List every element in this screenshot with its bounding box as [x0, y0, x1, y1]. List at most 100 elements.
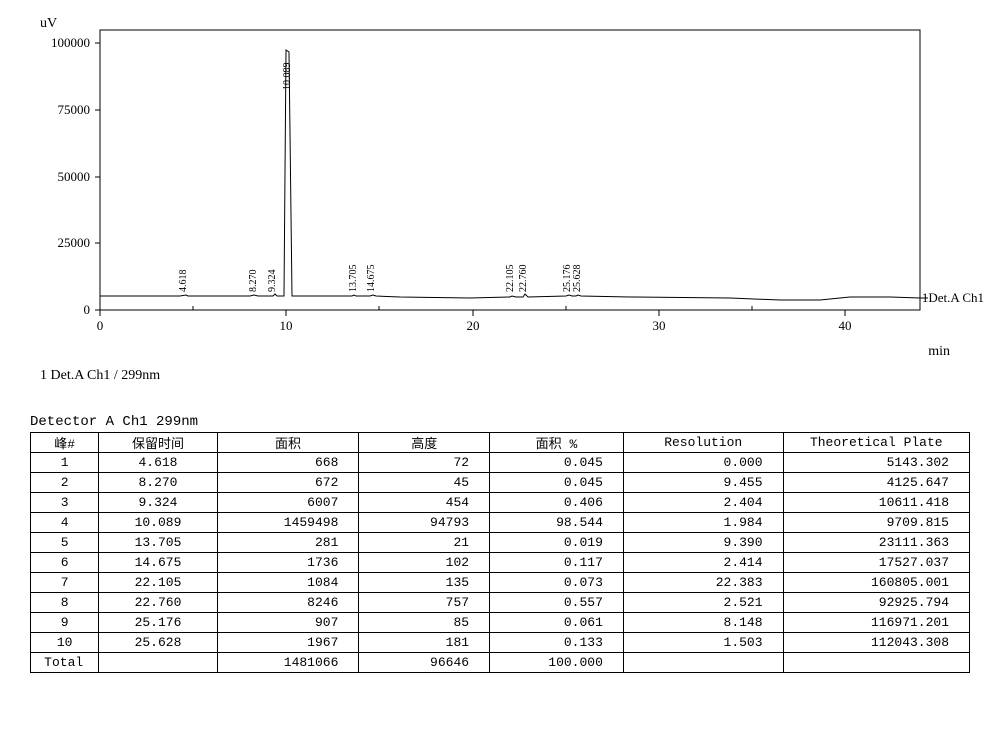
- cell: 1: [31, 453, 99, 473]
- cell: 2.521: [623, 593, 783, 613]
- cell: 2.404: [623, 493, 783, 513]
- col-height: 高度: [359, 433, 490, 453]
- cell: 25.176: [99, 613, 217, 633]
- table-row: 410.08914594989479398.5441.9849709.815: [31, 513, 970, 533]
- svg-text:25000: 25000: [58, 235, 91, 250]
- cell: 45: [359, 473, 490, 493]
- cell: 22.105: [99, 573, 217, 593]
- svg-text:0: 0: [84, 302, 91, 317]
- col-area: 面积: [217, 433, 359, 453]
- cell: 5: [31, 533, 99, 553]
- cell: 7: [31, 573, 99, 593]
- svg-text:50000: 50000: [58, 169, 91, 184]
- chromatogram-panel: uV 0 25000 50000 75000 100000 0: [30, 20, 980, 340]
- table-row: 925.176907850.0618.148116971.201: [31, 613, 970, 633]
- cell: 0.133: [490, 633, 624, 653]
- svg-text:0: 0: [97, 318, 104, 333]
- y-ticks: 0 25000 50000 75000 100000: [51, 35, 100, 317]
- cell: 102: [359, 553, 490, 573]
- svg-text:8.270: 8.270: [248, 270, 259, 293]
- cell: 112043.308: [783, 633, 969, 653]
- svg-text:10.089: 10.089: [282, 63, 293, 91]
- cell: 0.073: [490, 573, 624, 593]
- cell: 1967: [217, 633, 359, 653]
- cell: 13.705: [99, 533, 217, 553]
- cell: 9709.815: [783, 513, 969, 533]
- cell: 1.503: [623, 633, 783, 653]
- cell: 135: [359, 573, 490, 593]
- cell: 116971.201: [783, 613, 969, 633]
- cell: 85: [359, 613, 490, 633]
- svg-text:13.705: 13.705: [348, 265, 359, 293]
- col-rt: 保留时间: [99, 433, 217, 453]
- col-resolution: Resolution: [623, 433, 783, 453]
- cell: 22.383: [623, 573, 783, 593]
- cell: 281: [217, 533, 359, 553]
- cell: [99, 653, 217, 673]
- cell: 1084: [217, 573, 359, 593]
- cell: 10: [31, 633, 99, 653]
- cell: 9: [31, 613, 99, 633]
- table-body: 14.618668720.0450.0005143.30228.27067245…: [31, 453, 970, 673]
- table-row: 14.618668720.0450.0005143.302: [31, 453, 970, 473]
- cell: 8: [31, 593, 99, 613]
- table-row: 39.32460074540.4062.40410611.418: [31, 493, 970, 513]
- cell: 98.544: [490, 513, 624, 533]
- trace-legend: 1Det.A Ch1: [922, 290, 984, 306]
- svg-text:22.105: 22.105: [505, 265, 516, 293]
- table-total-row: Total148106696646100.000: [31, 653, 970, 673]
- cell: 92925.794: [783, 593, 969, 613]
- table-row: 614.67517361020.1172.41417527.037: [31, 553, 970, 573]
- cell: 9.390: [623, 533, 783, 553]
- cell: 9.324: [99, 493, 217, 513]
- table-header-row: 峰# 保留时间 面积 高度 面积 % Resolution Theoretica…: [31, 433, 970, 453]
- svg-text:10: 10: [280, 318, 293, 333]
- cell: 160805.001: [783, 573, 969, 593]
- cell: 0.061: [490, 613, 624, 633]
- cell: 1736: [217, 553, 359, 573]
- col-plate: Theoretical Plate: [783, 433, 969, 453]
- cell: 8.270: [99, 473, 217, 493]
- cell: 8246: [217, 593, 359, 613]
- svg-text:75000: 75000: [58, 102, 91, 117]
- table-title: Detector A Ch1 299nm: [30, 414, 980, 430]
- cell: 25.628: [99, 633, 217, 653]
- cell: 2.414: [623, 553, 783, 573]
- cell: [623, 653, 783, 673]
- cell: 0.117: [490, 553, 624, 573]
- cell: 6: [31, 553, 99, 573]
- x-axis-unit: min: [928, 344, 950, 360]
- cell: 907: [217, 613, 359, 633]
- chromatogram-svg: 0 25000 50000 75000 100000 0 10 20 30: [30, 20, 970, 340]
- cell: 0.045: [490, 453, 624, 473]
- detector-subtitle: 1 Det.A Ch1 / 299nm: [40, 368, 980, 384]
- cell: 100.000: [490, 653, 624, 673]
- cell: 3: [31, 493, 99, 513]
- col-peaknum: 峰#: [31, 433, 99, 453]
- svg-text:14.675: 14.675: [366, 265, 377, 293]
- y-axis-unit: uV: [40, 16, 57, 32]
- table-row: 822.76082467570.5572.52192925.794: [31, 593, 970, 613]
- svg-text:25.628: 25.628: [572, 265, 583, 293]
- cell: Total: [31, 653, 99, 673]
- table-row: 28.270672450.0459.4554125.647: [31, 473, 970, 493]
- svg-text:30: 30: [653, 318, 666, 333]
- page-root: uV 0 25000 50000 75000 100000 0: [20, 20, 980, 673]
- cell: 10611.418: [783, 493, 969, 513]
- cell: 23111.363: [783, 533, 969, 553]
- svg-text:40: 40: [839, 318, 852, 333]
- cell: 1459498: [217, 513, 359, 533]
- cell: 5143.302: [783, 453, 969, 473]
- cell: 0.045: [490, 473, 624, 493]
- cell: 0.557: [490, 593, 624, 613]
- svg-text:100000: 100000: [51, 35, 90, 50]
- cell: 22.760: [99, 593, 217, 613]
- cell: [783, 653, 969, 673]
- cell: 672: [217, 473, 359, 493]
- cell: 181: [359, 633, 490, 653]
- cell: 21: [359, 533, 490, 553]
- cell: 0.406: [490, 493, 624, 513]
- cell: 8.148: [623, 613, 783, 633]
- cell: 0.000: [623, 453, 783, 473]
- table-row: 513.705281210.0199.39023111.363: [31, 533, 970, 553]
